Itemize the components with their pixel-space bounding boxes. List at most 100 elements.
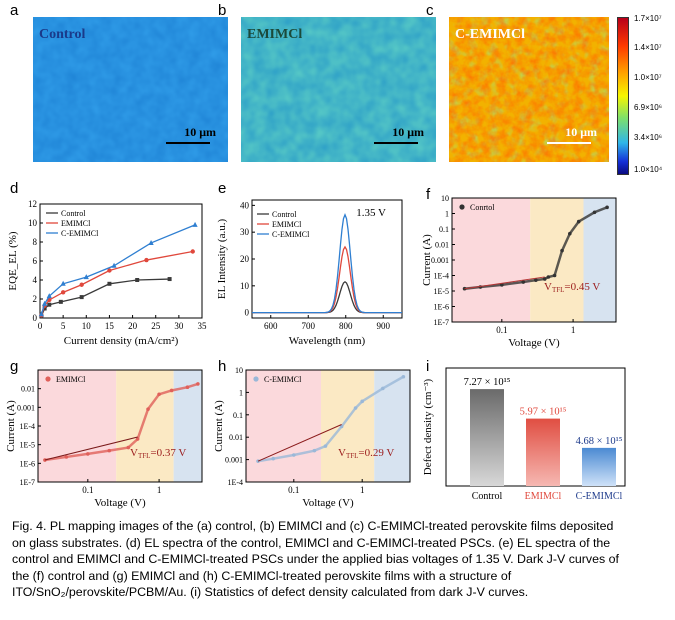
- bar-control: [470, 389, 504, 486]
- legend-label: EMIMCl: [56, 375, 86, 384]
- region-child: [583, 198, 616, 322]
- legend-marker: [45, 376, 51, 382]
- panel-letter-b: b: [218, 2, 227, 19]
- data-point: [167, 277, 172, 282]
- scale-bar-b: [374, 142, 418, 144]
- y-tick-label: 1: [445, 210, 449, 219]
- pl-map-cemimcl-image: [449, 17, 609, 162]
- legend-label: C-EMIMCl: [272, 230, 310, 239]
- y-axis-label: Current (A): [5, 400, 17, 452]
- y-tick-label: 8: [33, 237, 38, 247]
- pl-map-control: Control 10 μm: [33, 17, 228, 162]
- y-tick-label: 1E-7: [19, 478, 35, 487]
- chart-dark-jv-cemimcl: 0.1 1 1E-4 0.001 0.01 0.1 1 10 Voltage (V) Curren…: [213, 366, 411, 509]
- region-ohmic: [38, 370, 117, 482]
- y-tick-label: 20: [240, 254, 250, 264]
- colorbar-tick: 1.0×10⁷: [634, 73, 662, 82]
- figure-caption: Fig. 4. PL mapping images of the (a) con…: [12, 518, 667, 601]
- pl-map-emimcl-image: [241, 17, 436, 162]
- bar-value-label: 7.27 × 10¹⁵: [464, 377, 511, 388]
- legend-marker: [459, 204, 465, 210]
- x-tick-label: 25: [151, 321, 161, 331]
- y-tick-label: 1E-4: [227, 478, 243, 487]
- y-tick-label: 10: [240, 281, 250, 291]
- colorbar-tick: 3.4×10⁶: [634, 133, 662, 142]
- y-tick-label: 10: [235, 366, 243, 375]
- data-point: [146, 407, 150, 411]
- data-point: [360, 399, 364, 404]
- data-point: [111, 262, 117, 268]
- data-point: [576, 219, 581, 224]
- data-point: [157, 392, 161, 397]
- x-tick-label: 1: [157, 485, 162, 495]
- chart-dark-jv-emimcl: 0.1 1 1E-7 1E-6 1E-5 1E-4 0.001 0.01 Voltage (V)…: [5, 369, 203, 509]
- x-tick-label: 0.1: [288, 485, 299, 495]
- y-tick-label: 1E-5: [19, 441, 35, 450]
- data-point: [196, 382, 200, 386]
- y-axis-label: EL Intensity (a.u.): [216, 219, 228, 300]
- data-point: [534, 278, 538, 282]
- spectrum-line-1: [252, 245, 402, 314]
- data-point: [292, 453, 296, 457]
- y-tick-label: 30: [240, 227, 250, 237]
- data-point: [605, 205, 609, 210]
- panel-letter-d: d: [10, 180, 19, 197]
- x-axis-label: Voltage (V): [302, 497, 354, 509]
- y-tick-label: 0.01: [21, 385, 35, 394]
- y-tick-label: 0.01: [435, 241, 449, 250]
- x-tick-label: 10: [82, 321, 92, 331]
- panel-letter-g: g: [10, 358, 19, 375]
- legend-label: Control: [272, 210, 297, 219]
- data-point: [353, 406, 358, 410]
- x-tick-label: 0: [38, 321, 43, 331]
- data-point: [148, 239, 154, 245]
- vtfl-annotation: VTFL=0.29 V: [338, 447, 394, 460]
- y-tick-label: 0.1: [233, 411, 243, 420]
- panel-letter-a: a: [10, 2, 19, 19]
- data-point: [323, 444, 328, 448]
- legend-label: Conrtol: [470, 203, 495, 212]
- chart-defect-density: Defect density (cm⁻³) 7.27 × 10¹⁵ Control 5…: [422, 367, 626, 502]
- x-tick-label: 20: [128, 321, 138, 331]
- bar-value-label: 4.68 × 10¹⁵: [576, 436, 623, 447]
- data-point: [190, 249, 195, 254]
- chart-el-spectra: 600 700 800 900 0 10 20 30 40 Wavelength (nm) EL I…: [216, 199, 403, 347]
- y-tick-label: 1E-6: [19, 459, 35, 468]
- y-axis-label: Current (A): [421, 234, 433, 286]
- pl-map-emimcl: EMIMCl 10 μm: [241, 17, 436, 162]
- ohmic-fit-line: [44, 436, 138, 461]
- chart-eqe-el: 0 5 10 15 20 25 30 35 0 2 4 6 8 10 12 Current density (…: [7, 199, 207, 347]
- chart-dark-jv-control: 0.1 1 1E-7 1E-6 1E-5 1E-4 0.001 0.01 0.1 1 10 Volta…: [421, 194, 617, 349]
- category-label: C-EMIMCl: [576, 491, 623, 502]
- colorbar-tick: 6.9×10⁶: [634, 103, 662, 112]
- data-point: [135, 278, 140, 282]
- region-tfl: [321, 370, 375, 482]
- panel-letter-h: h: [218, 358, 227, 375]
- x-tick-label: 900: [377, 321, 391, 331]
- vtfl-annotation: VTFL=0.45 V: [544, 281, 600, 294]
- x-axis-label: Wavelength (nm): [289, 335, 366, 347]
- data-point: [256, 459, 260, 463]
- caption-line: control and EMIMCl and C-EMIMCl-treated …: [12, 552, 619, 567]
- x-tick-label: 700: [302, 321, 316, 331]
- region-ohmic: [246, 370, 322, 482]
- y-tick-label: 4: [33, 275, 38, 285]
- spectrum-line-0: [252, 280, 402, 314]
- jv-curve: [257, 375, 404, 463]
- ohmic-fit-line: [464, 276, 545, 290]
- colorbar: [617, 17, 629, 175]
- x-tick-label: 30: [174, 321, 184, 331]
- pl-map-control-title: Control: [39, 27, 86, 42]
- data-point: [192, 221, 198, 227]
- y-axis-label: Defect density (cm⁻³): [422, 378, 434, 475]
- data-point: [592, 210, 597, 215]
- data-point: [552, 273, 557, 278]
- y-tick-label: 6: [33, 256, 38, 266]
- region-tfl: [116, 370, 174, 482]
- bar-value-label: 5.97 × 10¹⁵: [520, 407, 567, 418]
- y-tick-label: 1E-4: [19, 422, 35, 431]
- data-point: [64, 455, 69, 459]
- x-tick-label: 5: [61, 321, 66, 331]
- bar-emimcl: [526, 418, 560, 486]
- x-tick-label: 0.1: [496, 325, 507, 335]
